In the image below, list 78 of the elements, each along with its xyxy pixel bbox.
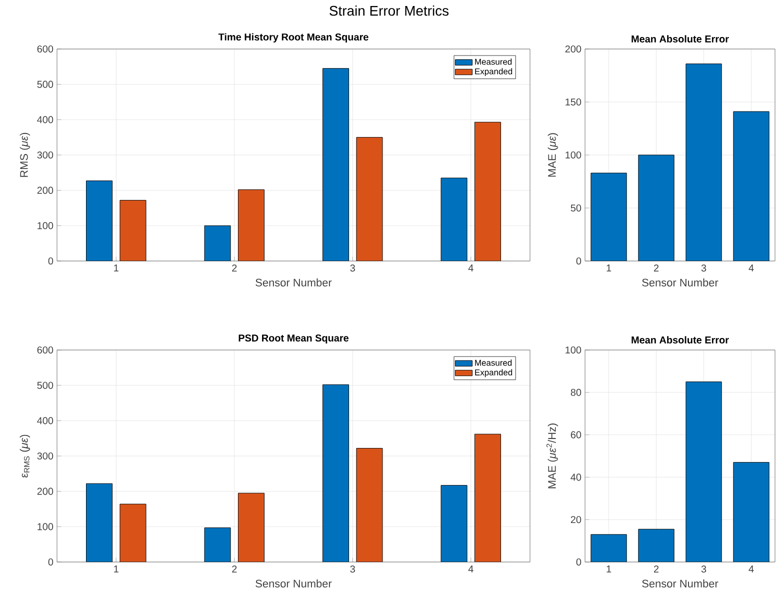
legend-label: Expanded	[475, 369, 512, 378]
bar	[238, 189, 264, 261]
x-axis-title: Sensor Number	[642, 579, 718, 588]
x-tick-label: 2	[232, 264, 237, 272]
x-axis-title: Sensor Number	[256, 278, 332, 286]
bar	[322, 68, 350, 261]
bar	[204, 527, 231, 562]
bar	[356, 137, 383, 261]
x-tick-label: 1	[606, 264, 612, 272]
y-tick-label: 0	[48, 558, 54, 566]
y-tick-label: 20	[570, 516, 582, 524]
x-tick-label: 3	[350, 264, 355, 272]
chart-title: Time History Root Mean Square	[218, 33, 368, 42]
y-tick-label: 500	[37, 80, 54, 88]
y-tick-label: 100	[566, 346, 582, 354]
bar	[120, 504, 146, 562]
y-tick-label: 600	[37, 346, 54, 354]
x-tick-label: 2	[654, 264, 659, 272]
x-tick-label: 3	[701, 566, 706, 573]
y-tick-label: 300	[37, 452, 54, 460]
bar	[590, 172, 627, 261]
x-tick-label: 2	[654, 566, 659, 572]
y-tick-label: 200	[37, 488, 54, 495]
x-tick-label: 1	[114, 566, 118, 572]
bar	[440, 178, 468, 261]
legend-label: Expanded	[475, 68, 512, 76]
bar	[590, 534, 627, 562]
bar	[686, 64, 722, 261]
bar	[120, 200, 146, 261]
bar	[204, 225, 231, 261]
y-tick-label: 500	[37, 382, 54, 389]
legend-label: Measured	[475, 360, 512, 366]
y-tick-label: 400	[37, 116, 54, 124]
bar	[86, 483, 113, 562]
x-tick-label: 1	[114, 264, 118, 272]
y-tick-label: 40	[570, 474, 582, 481]
bar	[322, 384, 350, 562]
x-tick-label: 4	[748, 566, 754, 572]
bar	[238, 492, 264, 562]
chart-title: PSD Root Mean Square	[238, 334, 349, 344]
x-tick-label: 2	[232, 566, 237, 572]
y-tick-label: 100	[566, 151, 582, 159]
y-tick-label: 60	[570, 431, 582, 438]
y-tick-label: 300	[37, 151, 54, 159]
bar	[440, 485, 468, 562]
y-tick-label: 50	[570, 204, 582, 212]
bar	[86, 180, 113, 261]
y-tick-label: 200	[37, 186, 54, 194]
x-tick-label: 4	[468, 264, 474, 272]
chart-title: Mean Absolute Error	[632, 336, 729, 344]
x-tick-label: 1	[606, 566, 612, 572]
bar	[638, 529, 674, 562]
legend-label: Measured	[475, 58, 512, 65]
bar	[733, 462, 770, 562]
x-tick-label: 4	[748, 264, 754, 272]
y-tick-label: 200	[565, 45, 582, 53]
bar	[356, 448, 383, 562]
x-tick-label: 3	[350, 566, 355, 573]
y-tick-label: 0	[48, 257, 54, 265]
bar	[474, 122, 501, 261]
x-tick-label: 4	[468, 566, 474, 572]
x-axis-title: Sensor Number	[642, 278, 718, 286]
bar	[733, 111, 770, 261]
text: Strain Error Metrics	[330, 6, 449, 16]
y-tick-label: 400	[37, 417, 54, 424]
y-tick-label: 100	[38, 222, 54, 230]
y-tick-label: 100	[38, 523, 54, 530]
bar	[638, 154, 674, 261]
y-tick-label: 0	[576, 558, 582, 566]
y-tick-label: 0	[576, 257, 582, 265]
x-tick-label: 3	[701, 264, 706, 272]
chart-title: Mean Absolute Error	[632, 35, 729, 42]
x-axis-title: Sensor Number	[256, 579, 332, 588]
y-tick-label: 150	[566, 98, 582, 106]
bar	[686, 382, 722, 562]
bar	[474, 434, 501, 562]
y-tick-label: 80	[570, 388, 582, 396]
y-tick-label: 600	[37, 45, 54, 53]
